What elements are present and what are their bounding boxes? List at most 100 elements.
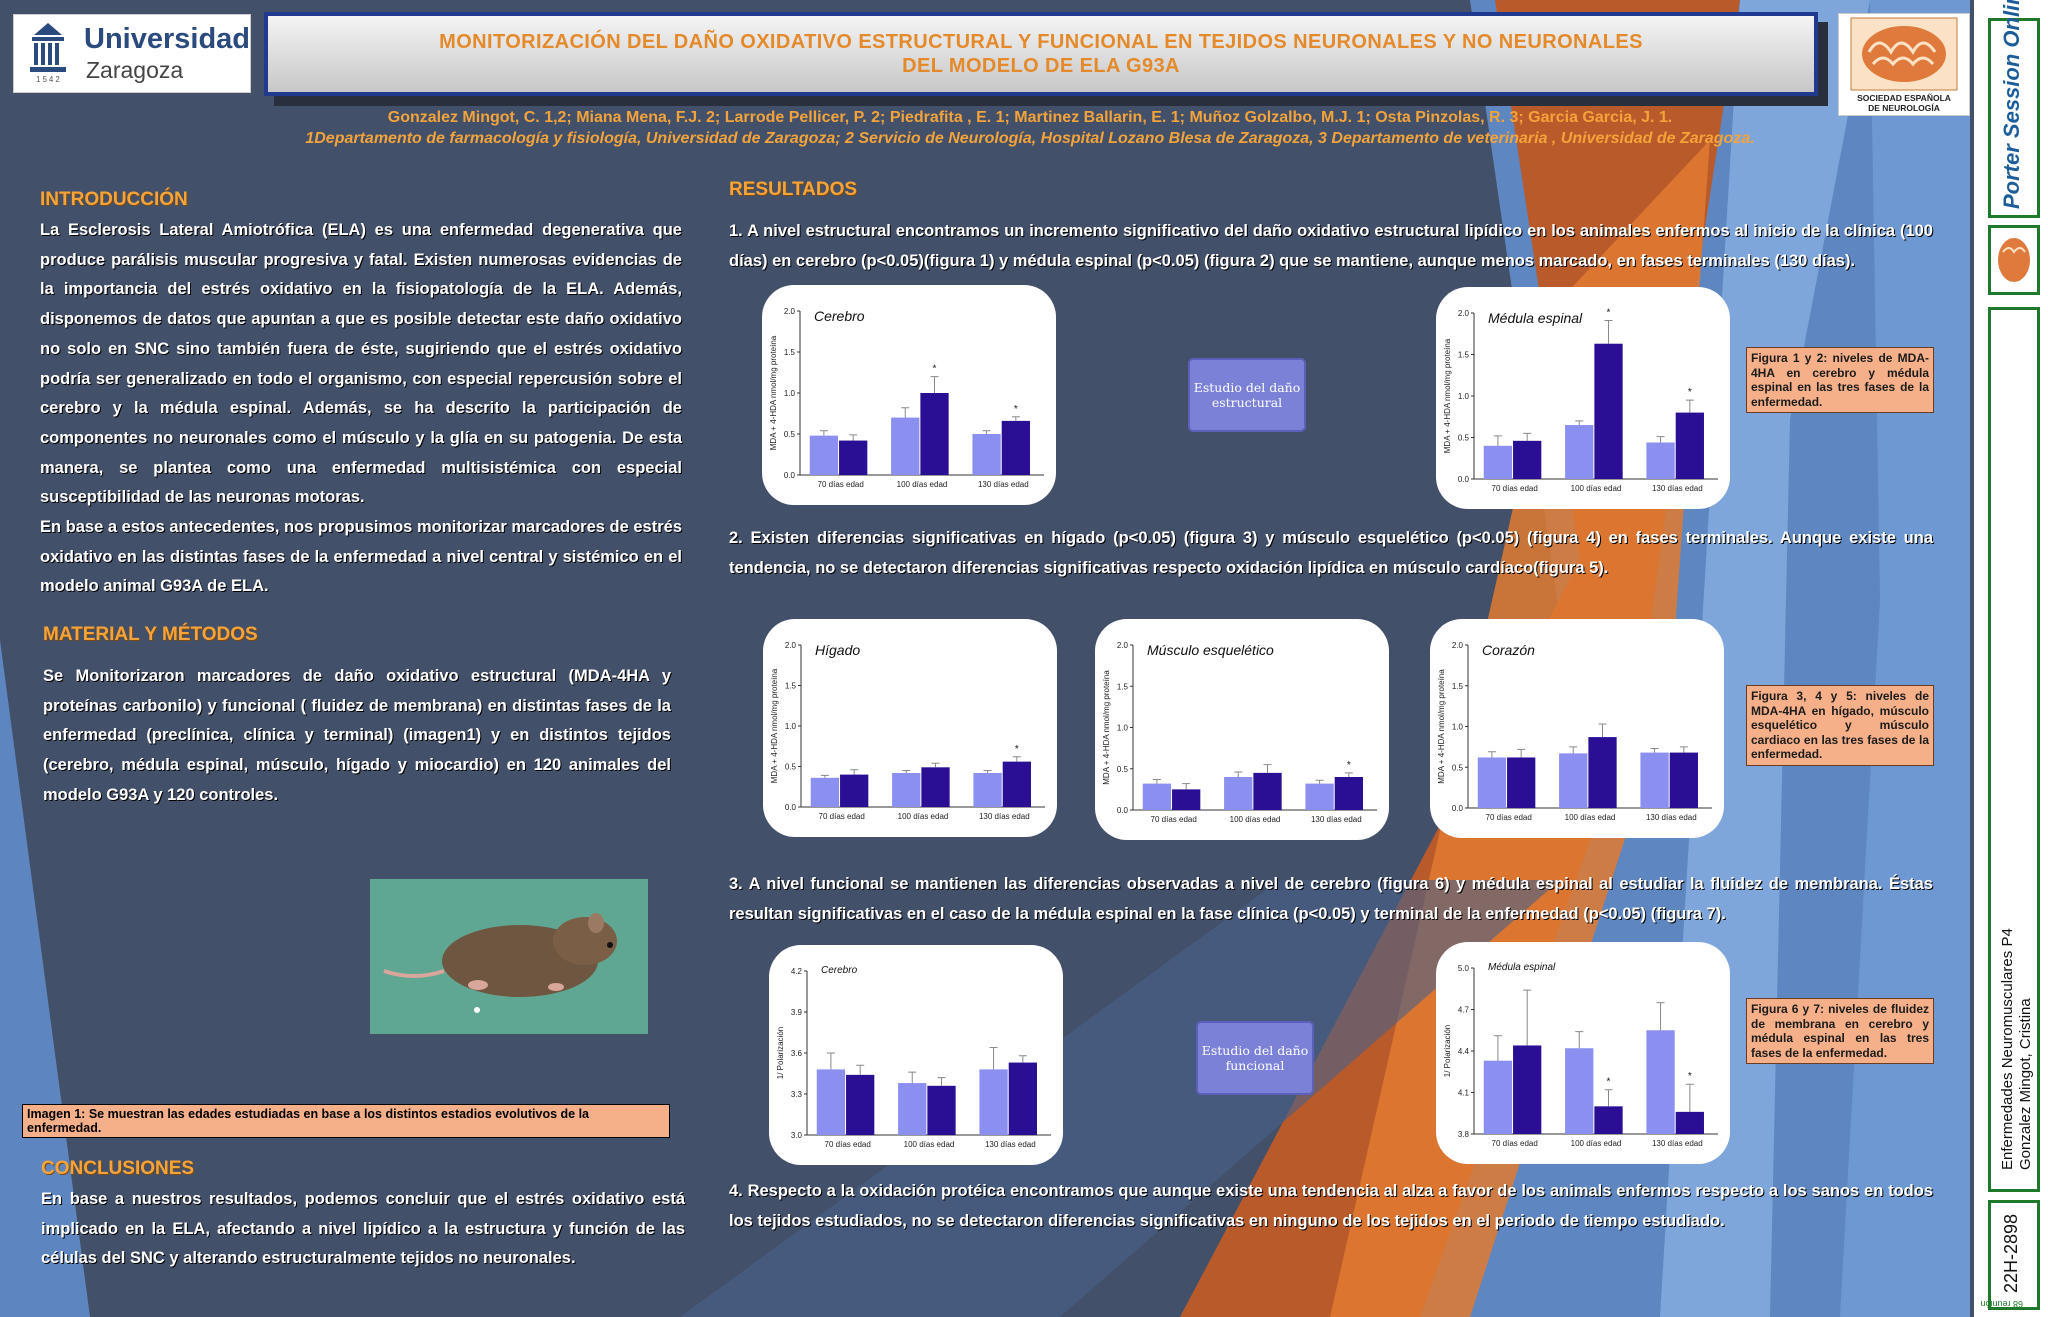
bar (1142, 783, 1172, 810)
poster-title-line2: DEL MODELO DE ELA G93A (902, 55, 1180, 77)
functional-study-button[interactable]: Estudio del daño funcional (1196, 1021, 1314, 1095)
bar (1594, 343, 1623, 479)
university-year: 1542 (36, 75, 62, 84)
significance-marker: * (1347, 760, 1351, 771)
y-tick-label: 1.5 (785, 682, 797, 691)
y-tick-label: 3.8 (1458, 1130, 1470, 1139)
authors-block: Gonzalez Mingot, C. 1,2; Miana Mena, F.J… (240, 107, 1820, 149)
significance-marker: * (1688, 1071, 1692, 1082)
sidebar-brain-icon (1998, 238, 2030, 282)
bar (898, 1083, 927, 1135)
x-tick-label: 70 días edad (819, 812, 865, 821)
figure-note-3-4-5: Figura 3, 4 y 5: niveles de MDA-4HA en h… (1746, 685, 1934, 766)
figure-3-higado: 0.0 0.5 1.0 1.5 2.0 MDA + 4-HDA nmol/mg prote… (763, 619, 1057, 837)
significance-marker: * (1607, 1077, 1611, 1088)
y-tick-label: 1.0 (785, 722, 797, 731)
y-axis-label: 1/ Polarización (776, 1027, 785, 1079)
x-tick-label: 100 días edad (1565, 813, 1616, 822)
methods-heading: MATERIAL Y MÉTODOS (43, 624, 258, 645)
bar (921, 767, 950, 807)
y-tick-label: 1.0 (1452, 723, 1464, 732)
society-logo: SOCIEDAD ESPAÑOLA DE NEUROLOGÍA (1838, 13, 1970, 116)
bar (1008, 1062, 1037, 1135)
y-tick-label: 1.5 (1458, 351, 1470, 360)
bar (891, 417, 920, 475)
bar (920, 393, 949, 475)
bar (1565, 425, 1594, 479)
y-tick-label: 3.0 (791, 1131, 803, 1140)
figure-7-medula-fluidez: 3.8 4.1 4.4 4.7 5.0 1/ Polarización Médula esp… (1436, 942, 1730, 1164)
y-tick-label: 2.0 (785, 641, 797, 650)
session-box: Enfermedades Neuromusculares P4 Gonzalez… (1988, 307, 2040, 1192)
author-name: Gonzalez Mingot, Cristina (2017, 998, 2034, 1170)
bar (1559, 753, 1588, 808)
intro-paragraph-2: En base a estos antecedentes, nos propus… (40, 518, 682, 596)
y-tick-label: 0.0 (1117, 806, 1129, 815)
bar (1640, 752, 1669, 808)
x-tick-label: 70 días edad (1492, 1139, 1538, 1148)
significance-marker: * (1688, 387, 1692, 398)
x-tick-label: 70 días edad (1492, 484, 1538, 493)
y-tick-label: 1.0 (1117, 724, 1129, 733)
y-tick-label: 4.1 (1458, 1089, 1470, 1098)
sidebar-logo-box (1988, 225, 2040, 295)
y-tick-label: 1.5 (1452, 682, 1464, 691)
methods-text: Se Monitorizaron marcadores de daño oxid… (43, 662, 671, 811)
poster-title-line1: MONITORIZACIÓN DEL DAÑO OXIDATIVO ESTRUC… (439, 31, 1643, 53)
y-tick-label: 2.0 (784, 307, 796, 316)
y-tick-label: 0.5 (1117, 765, 1129, 774)
code-box: 22H-2898 68 reunión (1980, 1200, 2040, 1310)
x-tick-label: 130 días edad (1652, 1139, 1703, 1148)
y-tick-label: 0.0 (1458, 475, 1470, 484)
bar (810, 777, 840, 807)
y-tick-label: 2.0 (1117, 641, 1129, 650)
image-caption: Imagen 1: Se muestran las edades estudia… (22, 1104, 670, 1138)
chart-title: Músculo esquelético (1147, 642, 1274, 658)
chart-title: Médula espinal (1488, 310, 1583, 326)
y-tick-label: 4.4 (1458, 1047, 1470, 1056)
intro-heading: INTRODUCCIÓN (40, 189, 188, 210)
bar (1675, 1111, 1704, 1134)
x-tick-label: 130 días edad (1646, 813, 1697, 822)
bar (1565, 1048, 1594, 1134)
y-tick-label: 0.0 (784, 471, 796, 480)
university-logo: Universidad Zaragoza 1542 (13, 14, 251, 93)
chart-title: Hígado (815, 642, 860, 658)
chart-title: Corazón (1482, 642, 1535, 658)
society-name-1: SOCIEDAD ESPAÑOLA (1857, 93, 1951, 103)
y-axis-label: MDA + 4-HDA nmol/mg proteína (1443, 338, 1452, 453)
chart-svg-5: 0.0 0.5 1.0 1.5 2.0 MDA + 4-HDA nmol/mg prote… (1437, 641, 1712, 822)
bar (839, 440, 868, 475)
y-tick-label: 0.5 (784, 430, 796, 439)
y-axis-label: MDA + 4-HDA nmol/mg proteína (769, 335, 778, 450)
bar (1588, 737, 1617, 808)
structural-study-button[interactable]: Estudio del daño estructural (1188, 358, 1306, 432)
x-tick-label: 100 días edad (898, 812, 949, 821)
y-tick-label: 1.0 (784, 389, 796, 398)
y-axis-label: MDA + 4-HDA nmol/mg proteína (1437, 669, 1446, 784)
bar (816, 1069, 846, 1135)
x-tick-label: 130 días edad (1311, 815, 1362, 824)
bar (927, 1085, 956, 1135)
x-tick-label: 100 días edad (897, 480, 948, 489)
authors: Gonzalez Mingot, C. 1,2; Miana Mena, F.J… (387, 109, 1673, 126)
results-text-4: 4. Respecto a la oxidación protéica enco… (729, 1177, 1933, 1236)
x-tick-label: 130 días edad (978, 480, 1029, 489)
session-sidebar: Porter Session Online Enfermedades Neuro… (1974, 0, 2048, 1317)
significance-marker: * (1014, 404, 1018, 415)
bar (1224, 777, 1253, 810)
bar (1513, 1045, 1542, 1134)
x-tick-label: 100 días edad (1571, 1139, 1622, 1148)
y-tick-label: 3.3 (791, 1090, 803, 1099)
bar (1675, 412, 1704, 479)
conclusions-heading: CONCLUSIONES (41, 1158, 195, 1179)
y-tick-label: 3.9 (791, 1008, 803, 1017)
results-text-2: 2. Existen diferencias significativas en… (729, 524, 1933, 583)
society-name-2: DE NEUROLOGÍA (1868, 103, 1940, 113)
y-tick-label: 1.5 (1117, 682, 1129, 691)
university-city: Zaragoza (86, 57, 184, 83)
chart-svg-7: 3.8 4.1 4.4 4.7 5.0 1/ Polarización Médula esp… (1443, 962, 1718, 1148)
y-tick-label: 4.2 (791, 967, 803, 976)
results-paragraph-2: 2. Existen diferencias significativas en… (729, 529, 1933, 577)
x-tick-label: 100 días edad (1571, 484, 1622, 493)
